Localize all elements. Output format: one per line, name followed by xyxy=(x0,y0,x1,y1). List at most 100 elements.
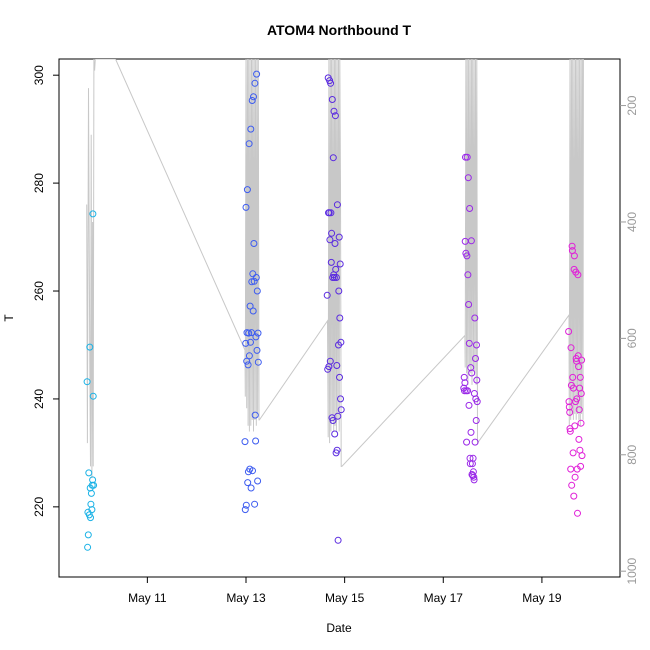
data-point xyxy=(333,362,341,369)
data-point xyxy=(242,501,250,509)
data-point xyxy=(463,252,471,260)
data-point xyxy=(242,203,250,211)
data-point xyxy=(460,373,468,381)
data-point xyxy=(250,277,258,285)
data-point xyxy=(337,338,345,346)
data-point xyxy=(246,302,254,310)
data-point xyxy=(332,274,340,281)
data-points xyxy=(83,70,586,551)
data-point xyxy=(331,430,339,438)
data-point xyxy=(87,514,94,522)
data-point xyxy=(87,489,95,497)
data-point xyxy=(89,210,97,218)
data-point xyxy=(249,467,256,475)
x-tick-label: May 17 xyxy=(424,591,464,605)
data-point xyxy=(568,242,576,250)
data-point xyxy=(569,373,577,381)
data-point xyxy=(251,500,259,508)
data-point xyxy=(252,437,260,445)
data-point xyxy=(337,406,345,414)
data-point xyxy=(249,270,257,278)
data-point xyxy=(337,395,344,403)
data-point xyxy=(245,329,253,337)
data-point xyxy=(463,153,471,161)
data-point xyxy=(251,411,259,419)
data-point xyxy=(243,357,251,365)
data-point xyxy=(467,428,475,436)
data-point xyxy=(567,344,575,352)
data-point xyxy=(88,506,96,514)
data-point xyxy=(468,369,476,377)
data-point xyxy=(328,96,336,103)
data-point xyxy=(578,452,586,460)
data-point xyxy=(326,357,334,365)
y-axis-left: 220 240 260 280 300 xyxy=(32,65,59,517)
data-point xyxy=(327,258,335,266)
data-point xyxy=(331,112,339,120)
data-point xyxy=(86,343,94,351)
data-point xyxy=(336,260,344,268)
data-point xyxy=(570,492,578,500)
data-point xyxy=(469,454,477,462)
data-point xyxy=(574,271,582,279)
data-point xyxy=(89,392,97,400)
data-point xyxy=(571,422,579,430)
data-point xyxy=(567,465,575,473)
data-point xyxy=(473,398,481,406)
data-point xyxy=(251,79,259,87)
depth-trace-line xyxy=(86,59,584,479)
data-point xyxy=(84,543,92,551)
data-point xyxy=(330,107,338,115)
data-point xyxy=(571,473,579,481)
data-point xyxy=(336,373,343,381)
data-point xyxy=(576,373,584,381)
data-point xyxy=(241,506,249,514)
data-point xyxy=(329,154,337,162)
data-point xyxy=(335,233,343,241)
data-point xyxy=(247,484,255,492)
data-point xyxy=(334,412,342,420)
data-point xyxy=(471,314,479,322)
data-point xyxy=(565,403,573,411)
data-point xyxy=(335,287,343,295)
data-point xyxy=(472,417,480,424)
data-point xyxy=(464,387,472,395)
data-point xyxy=(574,352,582,360)
data-point xyxy=(470,473,478,481)
data-point xyxy=(473,376,481,384)
data-point xyxy=(248,329,255,337)
data-point xyxy=(577,462,585,470)
data-point xyxy=(336,314,344,322)
data-point xyxy=(252,333,260,341)
y-axis-right: 200 400 600 800 1000 xyxy=(620,95,639,585)
data-point xyxy=(566,408,574,416)
right-tick-label: 400 xyxy=(625,212,639,232)
data-point xyxy=(470,476,478,484)
data-point xyxy=(247,125,255,133)
data-point xyxy=(250,240,258,247)
data-point xyxy=(254,329,262,337)
y-tick-label: 300 xyxy=(32,65,46,85)
right-tick-label: 200 xyxy=(625,95,639,115)
data-point xyxy=(330,274,338,281)
x-tick-label: May 13 xyxy=(226,591,266,605)
data-point xyxy=(575,435,583,443)
data-point xyxy=(468,460,476,468)
data-point xyxy=(566,427,574,435)
data-point xyxy=(568,481,576,489)
data-point xyxy=(244,361,252,369)
data-point xyxy=(85,469,93,477)
x-tick-label: May 19 xyxy=(522,591,562,605)
data-point xyxy=(575,363,583,371)
data-point xyxy=(90,481,98,489)
data-point xyxy=(84,531,92,539)
x-axis-label: Date xyxy=(326,621,352,635)
data-point xyxy=(577,419,585,427)
data-point xyxy=(247,338,254,346)
data-point xyxy=(252,274,260,281)
data-point xyxy=(575,406,583,414)
right-tick-label: 600 xyxy=(625,328,639,348)
data-point xyxy=(253,70,261,78)
data-point xyxy=(463,438,471,446)
data-point xyxy=(250,93,257,101)
